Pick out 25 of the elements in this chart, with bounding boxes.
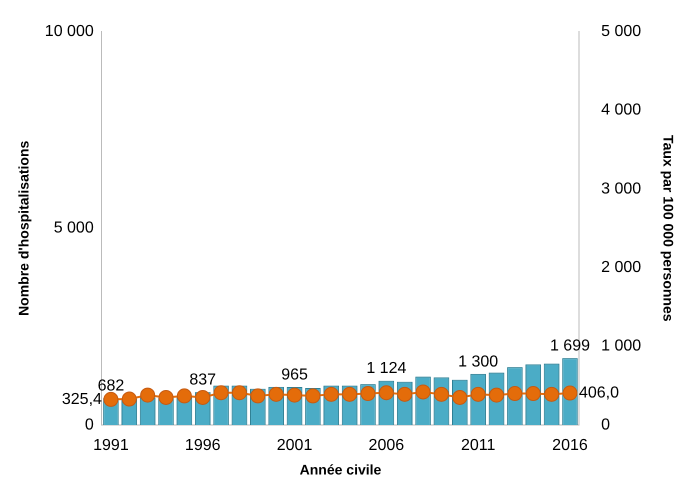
x-tick-label: 2006 xyxy=(368,437,404,454)
y2-tick-label: 0 xyxy=(601,416,610,434)
data-label: 325,4 xyxy=(62,390,102,408)
y2-tick-label: 1 000 xyxy=(601,338,642,355)
x-tick-label: 1991 xyxy=(93,437,129,454)
data-label: 837 xyxy=(189,371,216,388)
y2-axis-title: Taux par 100 000 personnes xyxy=(660,135,677,322)
y2-tick-label: 5 000 xyxy=(601,23,642,40)
data-label: 1 124 xyxy=(366,360,406,378)
y-tick-label: 0 xyxy=(84,416,94,434)
y-axis-title: Nombre d'hospitalisations xyxy=(15,140,32,316)
data-label: 1 699 xyxy=(550,338,590,355)
x-axis-title: Année civile xyxy=(300,461,382,478)
x-tick-label: 2011 xyxy=(460,437,496,454)
y2-tick-label: 3 000 xyxy=(601,180,642,198)
data-label: 406,0 xyxy=(578,384,620,402)
data-label: 1 300 xyxy=(458,353,498,370)
y2-tick-label: 4 000 xyxy=(601,102,642,119)
x-tick-label: 2001 xyxy=(276,437,312,454)
y-tick-label: 5 000 xyxy=(54,220,94,237)
y2-tick-label: 2 000 xyxy=(601,259,642,276)
x-tick-label: 1996 xyxy=(184,437,221,454)
x-tick-label: 2016 xyxy=(552,437,588,454)
y-tick-label: 10 000 xyxy=(44,23,94,40)
data-label: 965 xyxy=(281,366,308,384)
